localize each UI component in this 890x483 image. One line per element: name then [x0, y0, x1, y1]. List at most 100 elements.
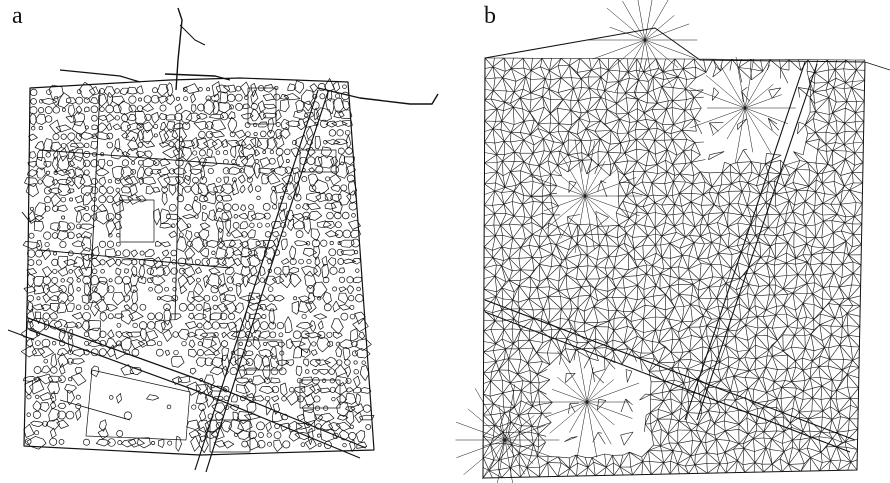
building-outline: [275, 122, 281, 127]
mesh-edge: [501, 246, 510, 259]
mesh-edge: [699, 279, 709, 288]
mesh-edge: [528, 298, 544, 310]
mesh-edge: [710, 253, 719, 265]
mesh-edge: [612, 267, 615, 280]
mesh-edge: [755, 335, 757, 346]
mesh-edge: [595, 266, 606, 269]
mesh-edge: [670, 450, 674, 462]
mesh-edge: [765, 202, 769, 215]
building-outline: [235, 155, 248, 168]
building-outline: [344, 129, 351, 136]
mesh-edge: [577, 100, 582, 113]
mesh-edge: [793, 231, 807, 238]
mesh-edge: [538, 152, 551, 166]
mesh-edge: [530, 382, 539, 391]
mesh-edge: [651, 429, 662, 433]
mesh-edge: [814, 103, 816, 112]
mesh-edge: [644, 171, 653, 184]
mesh-edge: [810, 262, 823, 266]
mesh-edge: [803, 327, 814, 331]
building-outline: [28, 133, 38, 142]
mesh-edge: [650, 423, 652, 433]
building-outline: [294, 240, 308, 246]
building-outline: [56, 204, 68, 212]
mesh-edge: [538, 434, 547, 437]
mesh-edge: [518, 257, 533, 259]
mesh-edge: [660, 267, 671, 274]
building-outline: [262, 354, 270, 368]
mesh-edge: [519, 285, 531, 288]
building-outline: [185, 112, 201, 123]
building-outline: [47, 375, 63, 383]
building-outline: [235, 139, 247, 147]
mesh-edge: [513, 215, 523, 226]
mesh-edge: [731, 183, 743, 192]
building-outline: [302, 216, 312, 235]
building-outline: [217, 227, 224, 244]
mesh-edge: [688, 268, 701, 281]
mesh-edge: [753, 438, 755, 452]
mesh-edge: [559, 319, 569, 330]
mesh-edge: [561, 353, 571, 364]
mesh-edge: [777, 326, 788, 341]
mesh-edge: [571, 307, 578, 310]
mesh-edge: [765, 447, 770, 450]
mesh-edge: [783, 346, 792, 352]
building-outline: [293, 296, 298, 301]
mesh-edge: [595, 256, 609, 267]
building-outline: [76, 287, 81, 292]
building-outline: [250, 265, 258, 277]
mesh-edge: [483, 213, 495, 227]
mesh-edge: [493, 213, 495, 226]
building-outline: [144, 113, 152, 121]
mesh-edge: [600, 130, 612, 140]
mesh-edge: [545, 70, 550, 79]
mesh-edge: [772, 314, 776, 329]
building-outline: [215, 201, 225, 212]
mesh-edge: [735, 392, 739, 401]
mesh-edge: [744, 397, 749, 412]
mesh-edge: [557, 107, 571, 111]
mesh-edge: [780, 173, 790, 176]
mesh-edge: [815, 149, 818, 164]
mesh-edge: [575, 348, 585, 351]
mesh-edge: [538, 389, 547, 395]
mesh-edge: [731, 180, 740, 185]
mesh-edge: [786, 192, 790, 201]
mesh-edge: [585, 467, 589, 476]
mesh-edge: [669, 243, 671, 259]
mesh-edge: [703, 191, 710, 195]
mesh-edge: [727, 329, 729, 337]
mesh-edge: [632, 297, 645, 312]
mesh-edge: [604, 109, 608, 125]
mesh-edge: [513, 340, 519, 345]
mesh-edge: [679, 350, 690, 361]
mesh-edge: [685, 162, 692, 164]
mesh-edge: [492, 203, 504, 206]
mesh-edge: [665, 286, 670, 295]
building-outline: [158, 141, 170, 148]
mesh-edge: [691, 154, 701, 163]
mesh-edge: [576, 467, 589, 477]
mesh-edge: [749, 242, 760, 244]
building-outline: [325, 98, 335, 115]
mesh-edge: [587, 265, 596, 267]
mesh-edge: [567, 222, 578, 226]
mesh-edge: [547, 290, 559, 297]
mesh-edge: [705, 380, 722, 384]
mesh-edge: [654, 294, 666, 307]
mesh-edge: [623, 243, 635, 249]
building-outline: [221, 354, 230, 371]
building-outline: [120, 259, 133, 266]
mesh-edge: [520, 257, 533, 271]
mesh-edge: [530, 78, 546, 80]
mesh-edge: [609, 163, 615, 176]
building-outline: [196, 137, 209, 150]
mesh-edge: [727, 295, 740, 309]
mesh-edge: [700, 441, 708, 453]
building-outline: [223, 84, 237, 93]
building-outline: [44, 241, 50, 248]
mesh-edge: [494, 412, 505, 426]
mesh-edge: [547, 296, 551, 309]
mesh-edge: [492, 128, 505, 142]
